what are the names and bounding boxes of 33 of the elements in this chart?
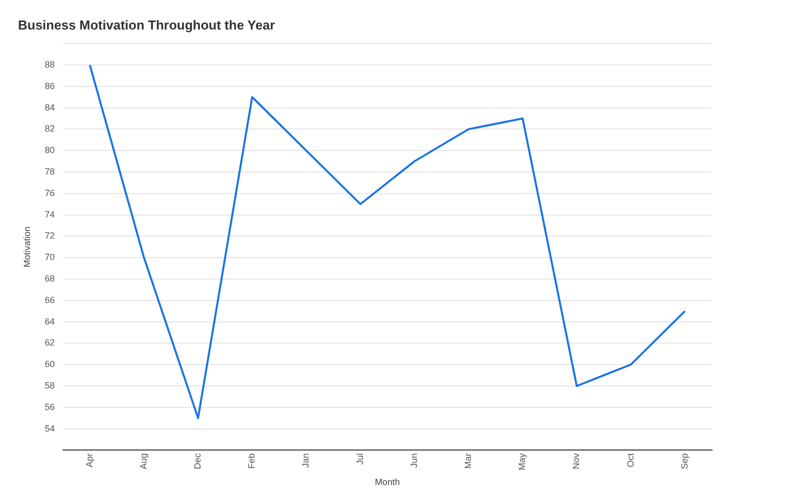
x-tick-label: Dec — [192, 452, 203, 470]
y-tick-label: 66 — [44, 294, 55, 305]
x-axis-title: Month — [374, 477, 400, 488]
x-tick-label: Apr — [84, 453, 94, 468]
y-tick-label: 54 — [44, 423, 55, 434]
y-tick-label: 78 — [44, 166, 55, 176]
x-tick-label: Sep — [679, 453, 690, 470]
y-tick-label: 68 — [44, 273, 55, 284]
x-tick-label: Mar — [463, 453, 474, 469]
y-tick-label: 80 — [44, 145, 55, 156]
y-tick-label: 84 — [44, 102, 55, 112]
x-tick-label: Oct — [625, 452, 636, 468]
chart-title: Business Motivation Throughout the Year — [18, 17, 275, 32]
x-tick-label: Jan — [300, 453, 311, 468]
x-tick-label: May — [517, 452, 528, 470]
x-tick-label: Nov — [571, 452, 582, 470]
y-tick-label: 56 — [44, 402, 55, 412]
y-tick-label: 62 — [44, 338, 55, 348]
y-tick-label: 70 — [44, 252, 55, 262]
y-tick-label: 72 — [44, 230, 55, 241]
y-tick-label: 86 — [44, 80, 55, 91]
x-tick-label: Jul — [354, 453, 365, 465]
y-tick-label: 64 — [44, 316, 55, 326]
y-tick-label: 76 — [44, 188, 55, 198]
y-tick-label: 60 — [44, 359, 55, 370]
x-tick-label: Aug — [138, 453, 148, 470]
y-tick-label: 88 — [44, 59, 55, 70]
y-tick-label: 74 — [44, 209, 55, 220]
x-tick-label: Jun — [408, 453, 419, 468]
y-tick-label: 58 — [44, 380, 55, 390]
y-axis-title: Motivation — [22, 226, 32, 268]
y-tick-label: 82 — [44, 124, 55, 134]
x-tick-label: Feb — [246, 453, 257, 469]
